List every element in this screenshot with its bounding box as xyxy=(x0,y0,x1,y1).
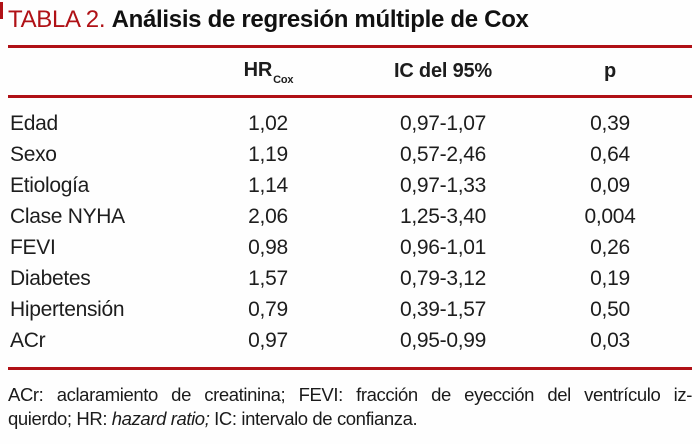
row-variable: Diabetes xyxy=(10,266,91,290)
row-hr-value: 0,97 xyxy=(248,328,288,352)
row-ic-value: 0,97-1,07 xyxy=(399,111,487,135)
table-row: Sexo 1,19 0,57-2,46 0,64 xyxy=(8,139,692,170)
footnote-line-2-post: IC: intervalo de confianza. xyxy=(209,407,418,429)
row-hr-value: 0,79 xyxy=(248,297,288,321)
hr-subscript: Cox xyxy=(273,74,294,86)
column-header-ic: IC del 95% xyxy=(393,60,493,82)
row-variable: FEVI xyxy=(10,235,56,259)
row-p-value: 0,09 xyxy=(590,173,630,197)
row-ic-value: 0,95-0,99 xyxy=(399,328,487,352)
header-rule xyxy=(8,95,692,98)
table-row: Clase NYHA 2,06 1,25-3,40 0,004 xyxy=(8,201,692,232)
row-p-value: 0,19 xyxy=(590,266,630,290)
row-hr-value: 2,06 xyxy=(248,204,288,228)
table-row: Hipertensión 0,79 0,39-1,57 0,50 xyxy=(8,294,692,325)
row-hr-value: 1,19 xyxy=(248,142,288,166)
footnote-line-2: quierdo; HR: hazard ratio; IC: intervalo… xyxy=(8,407,692,431)
column-header-hr: HRCox xyxy=(178,59,358,86)
row-p-value: 0,26 xyxy=(590,235,630,259)
row-p-value: 0,39 xyxy=(590,111,630,135)
row-variable: Hipertensión xyxy=(10,297,125,321)
row-ic-value: 0,79-3,12 xyxy=(399,266,487,290)
table-body: Edad 1,02 0,97-1,07 0,39 Sexo 1,19 0,57-… xyxy=(8,98,692,367)
row-variable: Etiología xyxy=(10,173,90,197)
row-ic-value: 0,97-1,33 xyxy=(399,173,487,197)
column-header-p: p xyxy=(603,60,617,82)
table-title: TABLA 2. Análisis de regresión múltiple … xyxy=(8,0,692,33)
row-p-value: 0,64 xyxy=(590,142,630,166)
top-rule xyxy=(8,45,692,48)
table-row: FEVI 0,98 0,96-1,01 0,26 xyxy=(8,232,692,263)
row-ic-value: 0,39-1,57 xyxy=(399,297,487,321)
row-variable: Clase NYHA xyxy=(10,204,125,228)
footnote-italic-term: hazard ratio; xyxy=(111,407,210,429)
row-variable: ACr xyxy=(10,328,46,352)
row-ic-value: 0,96-1,01 xyxy=(399,235,487,259)
row-p-value: 0,03 xyxy=(590,328,630,352)
page-edge-mark xyxy=(0,2,3,19)
footnote: ACr: aclaramiento de creatinina; FEVI: f… xyxy=(8,383,692,430)
footnote-line-2-pre: quierdo; HR: xyxy=(8,407,112,429)
row-ic-value: 1,25-3,40 xyxy=(399,204,487,228)
table-label: TABLA 2. xyxy=(8,6,106,33)
table-row: ACr 0,97 0,95-0,99 0,03 xyxy=(8,325,692,356)
row-hr-value: 1,14 xyxy=(248,173,288,197)
row-ic-value: 0,57-2,46 xyxy=(399,142,487,166)
table-row: Diabetes 1,57 0,79-3,12 0,19 xyxy=(8,263,692,294)
row-hr-value: 0,98 xyxy=(248,235,288,259)
row-variable: Edad xyxy=(10,111,58,135)
table-row: Etiología 1,14 0,97-1,33 0,09 xyxy=(8,170,692,201)
row-p-value: 0,50 xyxy=(590,297,630,321)
bottom-rule xyxy=(8,367,692,370)
hr-label: HR xyxy=(243,59,273,81)
row-variable: Sexo xyxy=(10,142,57,166)
row-p-value: 0,004 xyxy=(584,204,636,228)
row-hr-value: 1,02 xyxy=(248,111,288,135)
table-row: Edad 1,02 0,97-1,07 0,39 xyxy=(8,108,692,139)
row-hr-value: 1,57 xyxy=(248,266,288,290)
table-title-text: Análisis de regresión múltiple de Cox xyxy=(111,6,529,33)
footnote-line-1: ACr: aclaramiento de creatinina; FEVI: f… xyxy=(8,384,692,405)
table-header-row: HRCox IC del 95% p xyxy=(8,48,692,95)
